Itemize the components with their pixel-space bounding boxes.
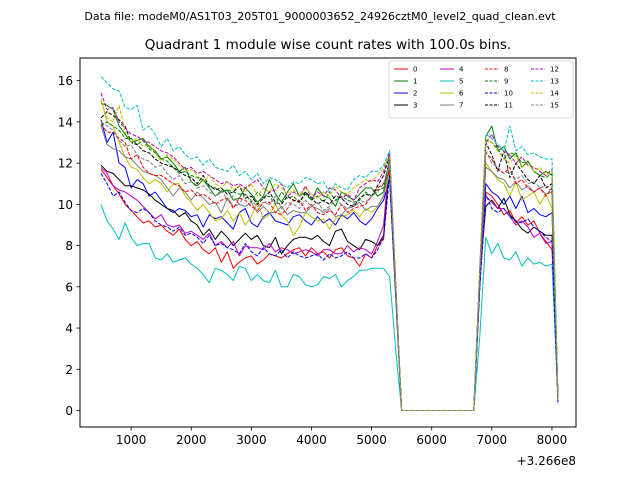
legend-item-2: 2	[394, 90, 417, 98]
legend-label: 2	[413, 90, 417, 98]
series-line-14	[100, 101, 559, 411]
series-line-11	[100, 111, 559, 411]
legend-item-3: 3	[394, 102, 417, 110]
legend-label: 5	[459, 78, 463, 86]
legend-item-1: 1	[394, 78, 417, 86]
legend-label: 3	[413, 102, 417, 110]
legend-label: 8	[504, 66, 508, 74]
legend-label: 6	[459, 90, 464, 98]
y-tick-label: 14	[58, 115, 73, 129]
series-line-15	[100, 121, 559, 411]
legend-item-6: 6	[440, 90, 464, 98]
x-offset-label: +3.266e8	[517, 454, 576, 468]
series-line-9	[100, 121, 559, 411]
legend-box	[388, 60, 574, 119]
series-line-13	[100, 76, 559, 411]
suptitle: Data file: modeM0/AS1T03_205T01_90000036…	[84, 10, 556, 23]
series-line-2	[100, 119, 559, 411]
legend-label: 0	[413, 66, 417, 74]
legend-item-10: 10	[485, 90, 513, 98]
legend-label: 11	[504, 102, 513, 110]
series-line-5	[100, 204, 559, 411]
x-tick-label: 7000	[477, 433, 508, 447]
y-tick-label: 0	[65, 404, 73, 418]
x-tick-label: 3000	[236, 433, 267, 447]
legend-label: 1	[413, 78, 417, 86]
y-tick-label: 4	[65, 322, 73, 336]
legend-label: 13	[550, 78, 559, 86]
legend-item-13: 13	[531, 78, 559, 86]
legend-label: 12	[550, 66, 559, 74]
legend-item-0: 0	[394, 66, 417, 74]
x-tick-label: 6000	[416, 433, 447, 447]
y-tick-label: 8	[65, 239, 73, 253]
x-axis: 1000 2000 3000 4000 5000 6000 7000 8000	[116, 427, 567, 447]
series-line-4	[100, 156, 559, 411]
legend-item-14: 14	[531, 90, 559, 98]
plot-lines	[100, 76, 559, 411]
legend-label: 9	[504, 78, 508, 86]
legend-label: 10	[504, 90, 513, 98]
axes-frame	[79, 57, 577, 428]
legend-item-5: 5	[440, 78, 463, 86]
x-tick-label: 1000	[116, 433, 147, 447]
legend-label: 14	[550, 90, 559, 98]
y-tick-label: 10	[58, 198, 73, 212]
legend-item-12: 12	[531, 66, 559, 74]
legend-item-9: 9	[485, 78, 508, 86]
legend-item-7: 7	[440, 102, 463, 110]
series-line-8	[100, 123, 559, 411]
legend-label: 7	[459, 102, 463, 110]
y-axis: 0 2 4 6 8 10 12 14 16	[58, 74, 80, 418]
legend-item-8: 8	[485, 66, 508, 74]
x-tick-label: 5000	[356, 433, 387, 447]
x-tick-label: 4000	[296, 433, 327, 447]
series-line-12	[100, 92, 559, 411]
x-tick-label: 8000	[537, 433, 568, 447]
series-line-10	[100, 173, 559, 411]
legend-item-4: 4	[440, 66, 464, 74]
legend-label: 4	[459, 66, 464, 74]
series-line-6	[100, 99, 559, 411]
legend-label: 15	[550, 102, 559, 110]
y-tick-label: 2	[65, 363, 73, 377]
y-tick-label: 12	[58, 157, 73, 171]
legend-item-11: 11	[485, 102, 513, 110]
chart-title: Quadrant 1 module wise count rates with …	[145, 37, 511, 53]
y-tick-label: 6	[65, 280, 73, 294]
x-tick-label: 2000	[176, 433, 207, 447]
legend-item-15: 15	[531, 102, 559, 110]
y-tick-label: 16	[58, 74, 73, 88]
